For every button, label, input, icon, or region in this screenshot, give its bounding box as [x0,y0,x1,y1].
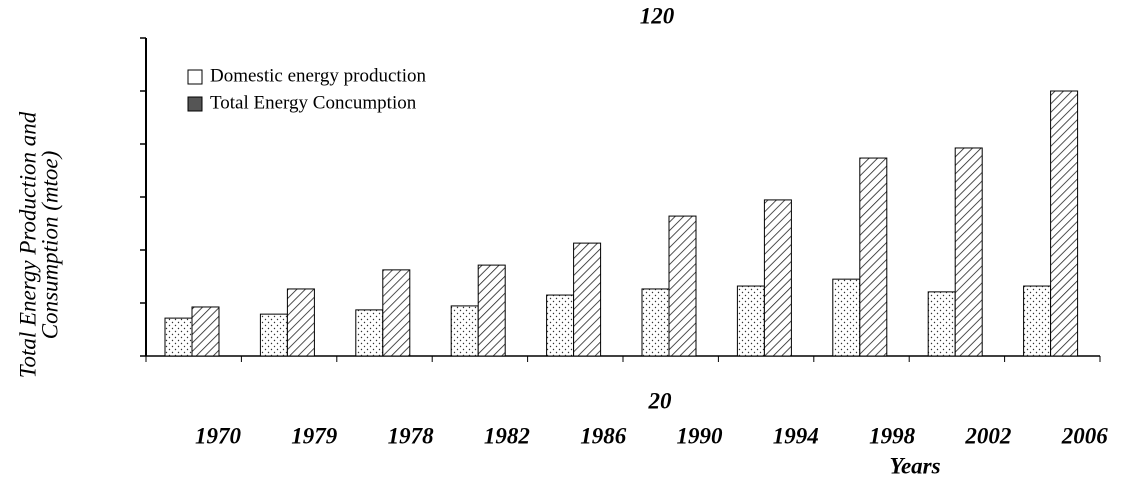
bar [927,291,956,357]
bar [1023,285,1052,357]
bar [259,313,288,357]
x-axis-label: Years [889,453,940,478]
x-tick-label: 1990 [677,423,724,448]
bar [736,285,765,357]
legend-swatch [187,69,203,85]
bar [668,215,697,357]
legend-label: Total Energy Concumption [210,92,417,113]
bar [573,242,602,357]
legend-swatch [187,96,203,112]
x-tick-label: 1982 [484,423,530,448]
x-tick-label: 2006 [1061,423,1109,448]
bar [832,278,861,357]
bar [355,309,384,357]
bar [164,317,193,357]
bar [641,288,670,357]
x-tick-label: 2002 [964,423,1011,448]
y-axis-label: Consumption (mtoe) [37,151,62,339]
x-tick-label: 1970 [195,423,242,448]
annotation: 120 [640,3,675,28]
bar [286,288,315,357]
y-axis-label: Total Energy Production and [15,111,40,378]
x-tick-label: 1998 [869,423,916,448]
bar [1050,90,1079,357]
bar [382,269,411,357]
bar [954,147,983,357]
bar [859,157,888,357]
bar [477,264,506,357]
annotation: 20 [648,388,673,413]
bar [450,305,479,357]
x-tick-label: 1994 [773,423,819,448]
legend-label: Domestic energy production [210,65,426,86]
x-tick-label: 1979 [291,423,338,448]
x-tick-label: 1986 [580,423,627,448]
bar [191,306,220,357]
bar [546,294,575,357]
bar [763,199,792,357]
x-tick-label: 1978 [388,423,435,448]
